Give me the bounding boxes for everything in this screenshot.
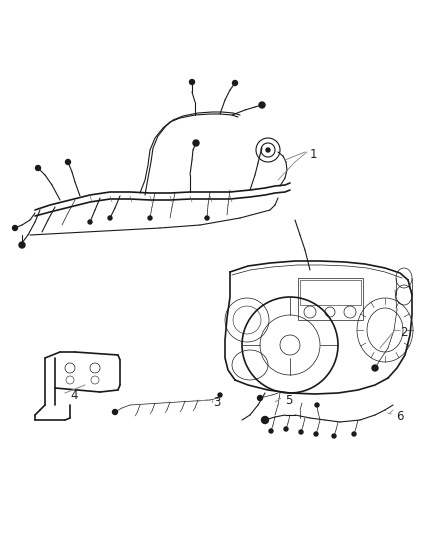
Circle shape	[352, 432, 356, 436]
Bar	[300, 280, 361, 305]
Circle shape	[218, 393, 222, 397]
Text: 1: 1	[310, 148, 318, 161]
Circle shape	[266, 148, 270, 152]
Circle shape	[66, 159, 71, 165]
Circle shape	[113, 409, 117, 415]
Circle shape	[269, 429, 273, 433]
Circle shape	[35, 166, 40, 171]
Bar	[298, 278, 363, 320]
Text: 5: 5	[285, 394, 293, 407]
Text: 6: 6	[396, 410, 403, 423]
Circle shape	[108, 216, 112, 220]
Text: 3: 3	[213, 396, 220, 409]
Circle shape	[19, 242, 25, 248]
Circle shape	[88, 220, 92, 224]
Circle shape	[332, 434, 336, 438]
Circle shape	[259, 102, 265, 108]
Circle shape	[315, 403, 319, 407]
Circle shape	[284, 427, 288, 431]
Circle shape	[261, 416, 268, 424]
Circle shape	[148, 216, 152, 220]
Circle shape	[190, 79, 194, 85]
Circle shape	[314, 432, 318, 436]
Circle shape	[205, 216, 209, 220]
Circle shape	[193, 140, 199, 146]
Circle shape	[372, 365, 378, 371]
Text: 4: 4	[70, 389, 78, 402]
Circle shape	[13, 225, 18, 230]
Text: 2: 2	[400, 326, 407, 339]
Circle shape	[233, 80, 237, 85]
Circle shape	[258, 395, 262, 400]
Circle shape	[299, 430, 303, 434]
